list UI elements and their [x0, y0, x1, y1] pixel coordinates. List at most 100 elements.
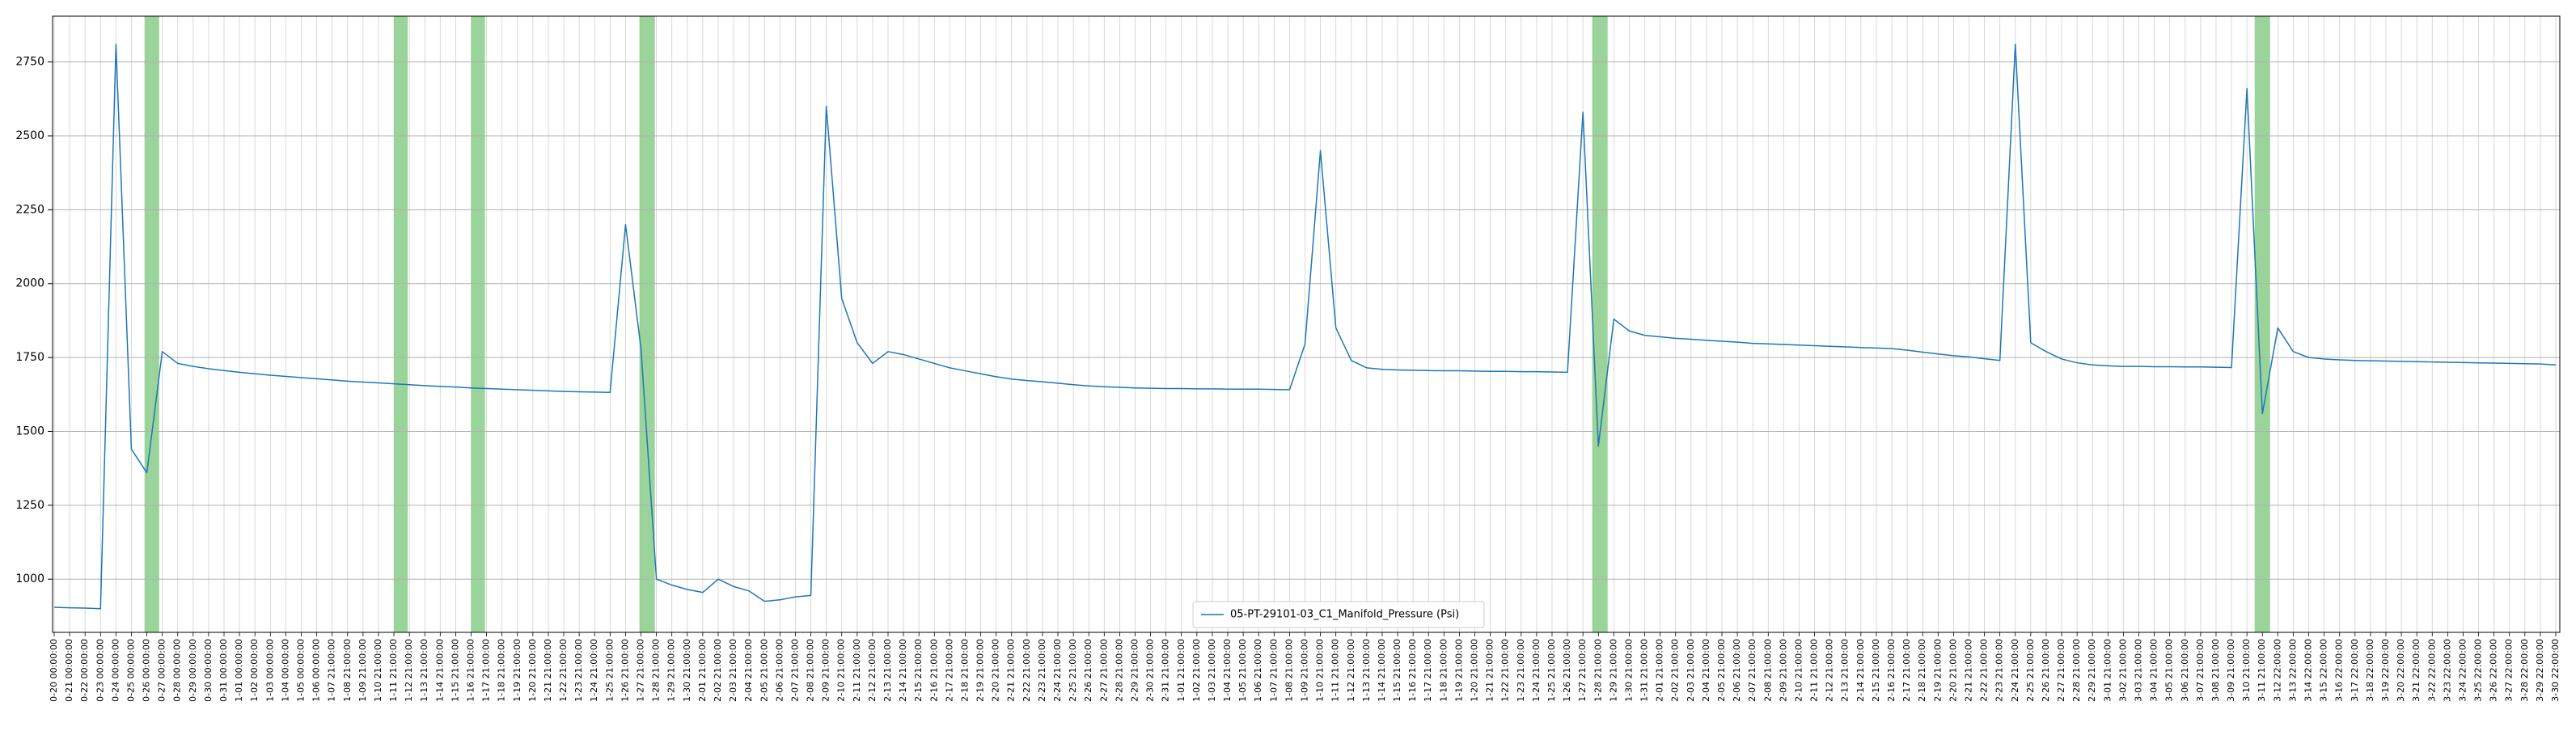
x-tick-label: 0-21 00:00:00	[64, 639, 74, 702]
x-tick-label: 1-12 21:00:00	[404, 639, 414, 702]
x-tick-label: 2-08 21:00:00	[1762, 639, 1773, 702]
x-tick-label: 2-24 21:00:00	[1052, 639, 1063, 702]
x-tick-label: 1-09 21:00:00	[1300, 639, 1310, 702]
x-tick-label: 1-08 21:00:00	[1284, 639, 1294, 702]
plot-frame	[52, 15, 2561, 633]
x-tick-label: 1-30 21:00:00	[1623, 639, 1634, 702]
x-tick-label: 1-31 21:00:00	[1639, 639, 1650, 702]
x-tick-label: 1-13 21:00:00	[419, 639, 429, 702]
x-tick-label: 1-09 21:00:00	[357, 639, 368, 702]
x-tick-label: 1-01 00:00:00	[234, 639, 244, 702]
x-tick-label: 2-16 21:00:00	[928, 639, 939, 702]
y-tick-label: 2750	[15, 56, 44, 69]
x-tick-label: 2-28 21:00:00	[1114, 639, 1124, 702]
x-tick-label: 2-26 21:00:00	[2041, 639, 2051, 702]
x-tick-label: 1-30 21:00:00	[682, 639, 692, 702]
x-tick-label: 1-29 21:00:00	[1608, 639, 1618, 702]
x-tick-label: 2-07 21:00:00	[1747, 639, 1758, 702]
x-tick-label: 2-18 21:00:00	[1917, 639, 1927, 702]
x-tick-label: 3-23 22:00:00	[2442, 639, 2452, 702]
x-tick-label: 1-07 21:00:00	[327, 639, 337, 702]
x-tick-label: 2-13 21:00:00	[882, 639, 893, 702]
x-tick-label: 2-01 21:00:00	[1655, 639, 1665, 702]
x-tick-label: 3-14 22:00:00	[2303, 639, 2314, 702]
x-tick-label: 2-19 21:00:00	[975, 639, 986, 702]
x-tick-label: 0-24 00:00:00	[110, 639, 121, 702]
x-tick-label: 2-06 21:00:00	[774, 639, 785, 702]
y-tick-label: 2250	[15, 203, 44, 216]
x-tick-label: 1-04 21:00:00	[1222, 639, 1233, 702]
x-tick-label: 3-27 22:00:00	[2504, 639, 2515, 702]
x-tick-label: 0-30 00:00:00	[203, 639, 214, 702]
x-tick-label: 1-02 00:00:00	[249, 639, 260, 702]
x-tick-label: 1-04 00:00:00	[280, 639, 290, 702]
x-tick-label: 3-05 21:00:00	[2164, 639, 2175, 702]
x-tick-label: 1-06 00:00:00	[311, 639, 322, 702]
x-tick-label: 3-01 21:00:00	[2102, 639, 2113, 702]
x-tick-label: 1-05 21:00:00	[1237, 639, 1248, 702]
x-tick-label: 2-04 21:00:00	[1701, 639, 1711, 702]
x-tick-label: 2-03 21:00:00	[728, 639, 738, 702]
x-tick-label: 3-25 22:00:00	[2473, 639, 2484, 702]
x-tick-label: 3-26 22:00:00	[2489, 639, 2499, 702]
x-tick-label: 3-18 22:00:00	[2365, 639, 2375, 702]
x-tick-label: 2-22 21:00:00	[1979, 639, 1990, 702]
x-tick-label: 3-11 21:00:00	[2257, 639, 2267, 702]
x-tick-label: 2-14 21:00:00	[898, 639, 908, 702]
legend-box	[1192, 601, 1485, 628]
shaded-span	[471, 16, 485, 632]
x-tick-label: 2-19 21:00:00	[1932, 639, 1943, 702]
x-tick-label: 1-25 21:00:00	[1546, 639, 1557, 702]
x-tick-label: 2-23 21:00:00	[1037, 639, 1047, 702]
x-tick-label: 2-03 21:00:00	[1686, 639, 1696, 702]
x-tick-label: 2-17 21:00:00	[944, 639, 954, 702]
x-tick-label: 1-16 21:00:00	[1407, 639, 1418, 702]
x-tick-label: 2-25 21:00:00	[1068, 639, 1078, 702]
x-tick-label: 2-12 21:00:00	[1825, 639, 1835, 702]
shaded-span	[2254, 16, 2270, 632]
x-tick-label: 2-10 21:00:00	[836, 639, 847, 702]
x-tick-label: 3-04 21:00:00	[2149, 639, 2159, 702]
x-tick-label: 2-14 21:00:00	[1855, 639, 1866, 702]
x-tick-label: 1-13 21:00:00	[1361, 639, 1372, 702]
x-tick-label: 1-08 21:00:00	[342, 639, 353, 702]
y-tick-label: 2000	[15, 277, 44, 290]
x-tick-label: 1-05 00:00:00	[295, 639, 306, 702]
x-tick-label: 2-10 21:00:00	[1793, 639, 1804, 702]
x-tick-label: 1-23 21:00:00	[573, 639, 584, 702]
x-tick-label: 3-22 22:00:00	[2426, 639, 2437, 702]
x-tick-label: 1-20 21:00:00	[527, 639, 538, 702]
x-tick-label: 0-27 00:00:00	[157, 639, 167, 702]
x-tick-label: 1-28 21:00:00	[651, 639, 662, 702]
x-tick-label: 2-05 21:00:00	[1716, 639, 1727, 702]
x-tick-label: 2-16 21:00:00	[1886, 639, 1897, 702]
x-tick-label: 3-06 21:00:00	[2180, 639, 2190, 702]
x-tick-label: 1-11 21:00:00	[1330, 639, 1341, 702]
x-tick-label: 2-09 21:00:00	[1778, 639, 1788, 702]
x-tick-label: 2-08 21:00:00	[806, 639, 816, 702]
x-tick-label: 1-25 21:00:00	[604, 639, 615, 702]
x-tick-label: 2-29 21:00:00	[2087, 639, 2097, 702]
x-tick-label: 1-14 21:00:00	[434, 639, 445, 702]
x-tick-label: 2-27 21:00:00	[2056, 639, 2066, 702]
x-tick-label: 3-28 22:00:00	[2519, 639, 2530, 702]
x-tick-label: 0-28 00:00:00	[172, 639, 183, 702]
x-tick-label: 1-19 21:00:00	[1453, 639, 1464, 702]
x-tick-label: 3-02 21:00:00	[2117, 639, 2128, 702]
x-tick-label: 3-13 22:00:00	[2287, 639, 2298, 702]
x-tick-label: 2-15 21:00:00	[1871, 639, 1881, 702]
x-tick-label: 3-20 22:00:00	[2396, 639, 2406, 702]
x-tick-label: 2-02 21:00:00	[713, 639, 723, 702]
x-tick-label: 2-07 21:00:00	[789, 639, 800, 702]
x-tick-label: 1-16 21:00:00	[466, 639, 476, 702]
x-tick-label: 1-07 21:00:00	[1268, 639, 1279, 702]
x-tick-label: 1-19 21:00:00	[512, 639, 522, 702]
x-tick-label: 2-20 21:00:00	[1948, 639, 1958, 702]
x-tick-label: 1-11 21:00:00	[388, 639, 399, 702]
y-tick-label: 1500	[15, 425, 44, 437]
x-tick-label: 2-20 21:00:00	[991, 639, 1001, 702]
x-tick-label: 1-03 00:00:00	[264, 639, 275, 702]
x-tick-label: 3-21 22:00:00	[2411, 639, 2422, 702]
x-tick-label: 3-08 21:00:00	[2210, 639, 2221, 702]
